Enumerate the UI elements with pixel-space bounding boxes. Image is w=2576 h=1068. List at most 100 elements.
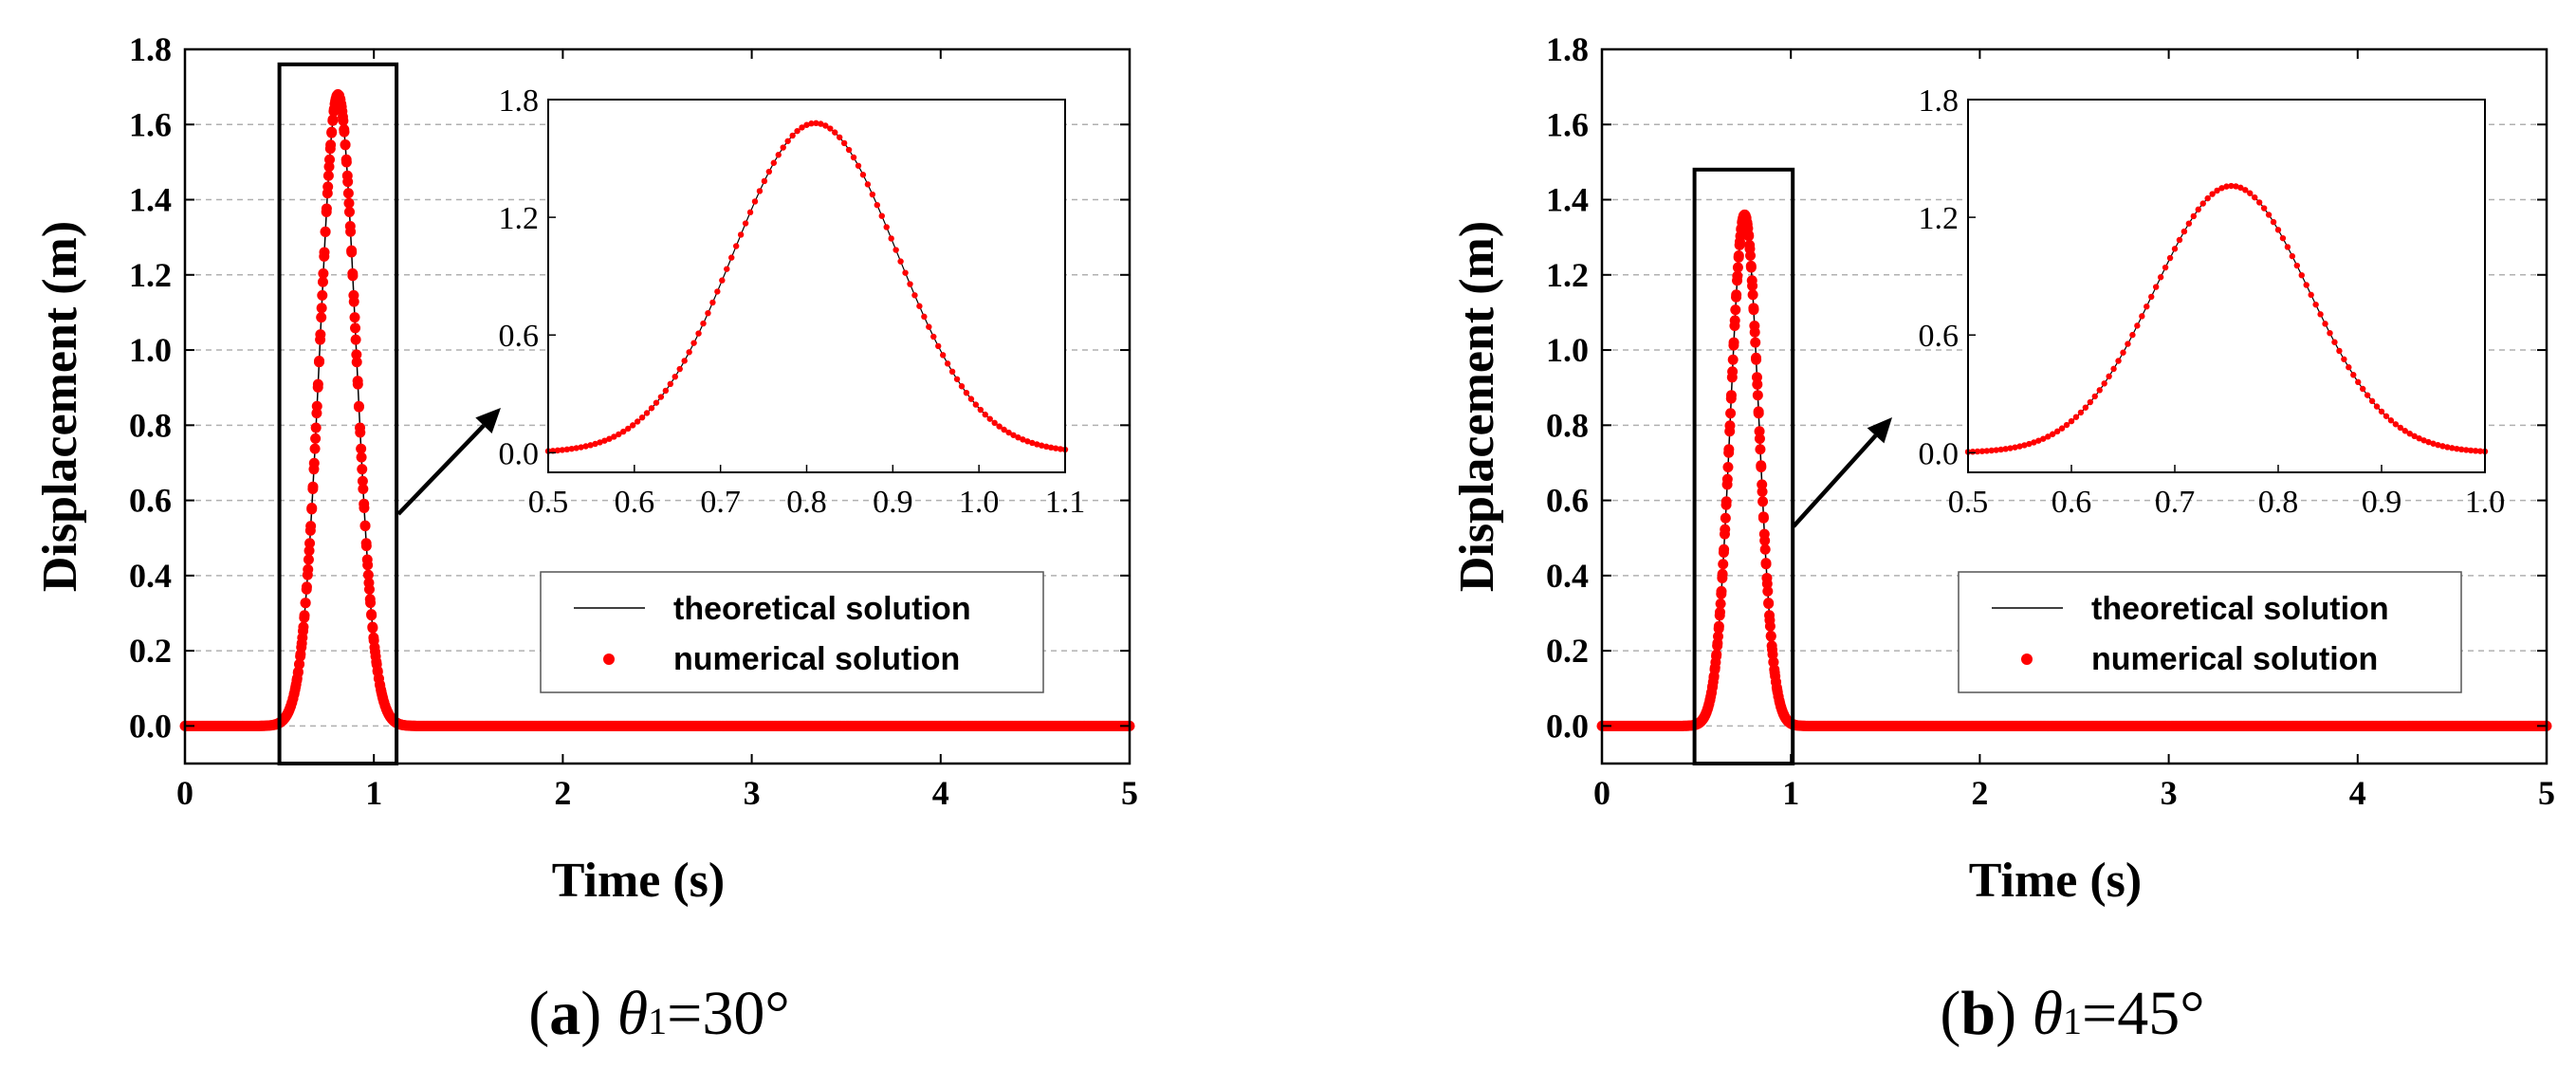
data-point <box>359 502 370 513</box>
data-point <box>309 443 321 454</box>
inset-data-point <box>930 333 937 341</box>
data-point <box>1720 496 1732 507</box>
inset-data-point <box>2002 446 2009 452</box>
data-point <box>369 642 380 654</box>
inset-data-point <box>2368 397 2376 405</box>
inset-data-point <box>878 212 885 219</box>
inset-data-point <box>948 368 956 376</box>
inset-data-point <box>2045 433 2052 440</box>
inset-data-point <box>2341 356 2347 362</box>
data-point <box>319 247 330 258</box>
y-tick-label: 1.0 <box>129 331 172 369</box>
data-point <box>1760 559 1772 570</box>
inset-data-point <box>784 138 791 144</box>
data-point <box>304 545 315 557</box>
data-point <box>1757 479 1768 490</box>
inset-data-point <box>2134 322 2141 329</box>
data-point <box>302 569 313 580</box>
y-tick-label: 1.4 <box>129 181 172 219</box>
inset-data-point <box>662 387 670 395</box>
plot-frame <box>1600 47 2548 765</box>
data-point <box>306 502 318 513</box>
inset-x-tick-label: 0.8 <box>2258 485 2299 520</box>
inset-data-point <box>638 414 646 421</box>
data-point <box>1750 337 1761 348</box>
inset-data-point <box>963 389 970 396</box>
x-tick-label: 1 <box>365 774 382 812</box>
inset-data-point <box>2068 417 2075 425</box>
inset-data-point <box>751 198 759 205</box>
inset-data-point <box>2284 244 2291 250</box>
data-point <box>357 475 368 487</box>
data-point <box>1731 289 1742 301</box>
numerical-series <box>1596 209 2552 731</box>
inset-data-point <box>892 247 899 253</box>
inset-data-point <box>2430 440 2437 447</box>
inset-data-point <box>2435 441 2441 449</box>
data-point <box>1735 230 1746 242</box>
data-point <box>1743 230 1755 242</box>
inset-data-point <box>2327 330 2333 337</box>
inset-data-point <box>653 399 660 406</box>
data-point <box>317 289 328 301</box>
data-point <box>359 521 371 532</box>
data-point <box>1751 354 1762 365</box>
inset-data-point <box>620 428 627 435</box>
inset-data-point <box>756 188 764 194</box>
inset-data-point <box>616 431 622 438</box>
data-point <box>1752 390 1763 401</box>
inset-data-point <box>700 320 707 327</box>
data-point <box>1710 656 1721 668</box>
inset-data-point <box>2166 254 2174 262</box>
data-point <box>1755 444 1766 455</box>
data-point <box>296 642 307 654</box>
inset-numerical-series <box>1964 182 2489 455</box>
inset-data-point <box>822 122 829 129</box>
inset-data-point <box>2190 212 2198 220</box>
inset-plot: 0.5 0.6 0.7 0.8 0.9 1.0 1.1 0.0 0.6 1.2 1.8 <box>499 83 1086 520</box>
data-point <box>1745 262 1757 273</box>
inset-data-point <box>2364 392 2371 398</box>
data-point <box>1757 496 1769 507</box>
inset-data-point <box>2180 228 2188 235</box>
inset-data-point <box>2012 444 2018 451</box>
data-point <box>365 598 377 609</box>
caption-part: = <box>2082 979 2117 1048</box>
inset-data-point <box>808 120 815 127</box>
legend-box <box>1958 571 2462 693</box>
inset-data-point <box>1034 441 1040 448</box>
x-tick-label: 4 <box>932 774 949 812</box>
inset-data-point <box>911 292 918 299</box>
inset-data-point <box>2476 448 2484 454</box>
y-tick-label: 1.2 <box>129 256 172 294</box>
inset-data-point <box>667 380 674 388</box>
inset-x-tick-label: 0.7 <box>700 485 741 520</box>
inset-data-point <box>818 120 824 127</box>
data-point <box>1744 239 1756 250</box>
inset-data-point <box>2148 293 2155 301</box>
zoom-arrow <box>1792 433 1878 528</box>
data-point <box>1711 649 1722 660</box>
data-point <box>1734 239 1745 250</box>
data-point <box>303 554 314 565</box>
inset-data-point <box>2383 413 2390 419</box>
inset-data-point <box>2439 443 2446 450</box>
inset-data-point <box>2279 234 2287 242</box>
panel-b: 0 1 2 3 4 5 0.0 0.2 0.4 0.6 0.8 1.0 1.2 1.4 1.6 1.8 Time… <box>1450 30 2555 1048</box>
inset-data-point <box>2406 431 2413 437</box>
data-point <box>1764 610 1776 621</box>
inset-data-point <box>563 446 571 453</box>
inset-data-point <box>2270 218 2277 226</box>
x-tick-label: 0 <box>176 774 193 812</box>
data-point <box>340 154 352 165</box>
inset-data-point <box>2467 447 2475 454</box>
legend-label: theoretical solution <box>673 591 971 627</box>
inset-data-point <box>2252 193 2258 201</box>
data-point <box>1715 598 1726 609</box>
inset-data-point <box>2106 373 2112 380</box>
inset-data-point <box>568 445 575 452</box>
data-point <box>338 115 349 126</box>
data-point <box>299 610 310 621</box>
caption-part: 30° <box>702 979 789 1048</box>
inset-data-point <box>902 269 909 276</box>
